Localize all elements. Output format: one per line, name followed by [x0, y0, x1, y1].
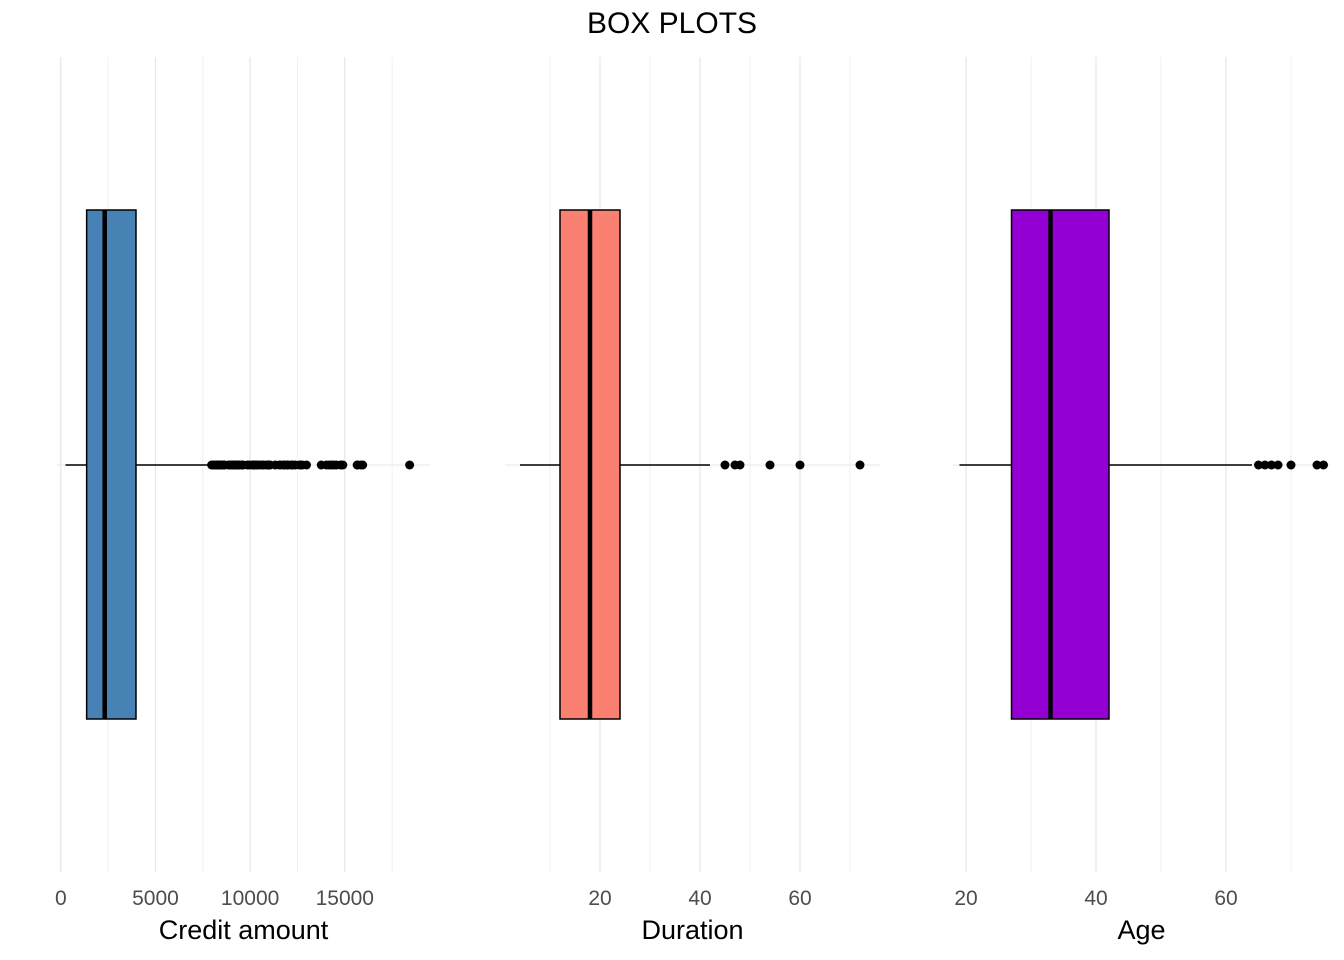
outlier-point [1286, 460, 1296, 470]
panel-1: 0 5000 10000 15000 Credit amount [55, 57, 430, 945]
x-tick-label: 60 [788, 887, 811, 910]
x-axis-title: Credit amount [159, 915, 329, 945]
x-tick-label: 60 [1214, 887, 1237, 910]
outlier-point [358, 460, 368, 470]
outlier-point [301, 460, 311, 470]
outlier-point [1260, 460, 1270, 470]
outlier-point [1312, 460, 1322, 470]
x-tick-label: 40 [1084, 887, 1107, 910]
outlier-point [338, 460, 348, 470]
x-tick-label: 10000 [221, 887, 279, 910]
panel-3: 20 40 60 Age [953, 57, 1330, 945]
box-iqr [85, 209, 137, 720]
outlier-point [1254, 460, 1263, 470]
x-axis-title: Duration [641, 915, 743, 945]
x-tick-label: 20 [954, 887, 977, 910]
outlier-point [1319, 460, 1328, 470]
outlier-point [720, 460, 730, 470]
outlier-point [855, 460, 865, 470]
x-tick-label: 5000 [132, 887, 179, 910]
panels: 0 5000 10000 15000 Credit amount 20 40 60 Durati… [55, 57, 1330, 945]
chart-title: BOX PLOTS [587, 7, 757, 40]
outlier-point [1273, 460, 1283, 470]
outlier-point [1267, 460, 1276, 470]
x-tick-label: 15000 [316, 887, 374, 910]
outlier-point [735, 460, 745, 470]
outlier-point [765, 460, 775, 470]
box-iqr [1010, 209, 1110, 720]
outlier-point [405, 460, 415, 470]
x-axis-title: Age [1117, 915, 1165, 945]
x-tick-label: 40 [688, 887, 711, 910]
x-tick-label: 0 [55, 887, 67, 910]
outlier-point [795, 460, 805, 470]
x-tick-label: 20 [588, 887, 611, 910]
panel-2: 20 40 60 Duration [505, 57, 880, 945]
